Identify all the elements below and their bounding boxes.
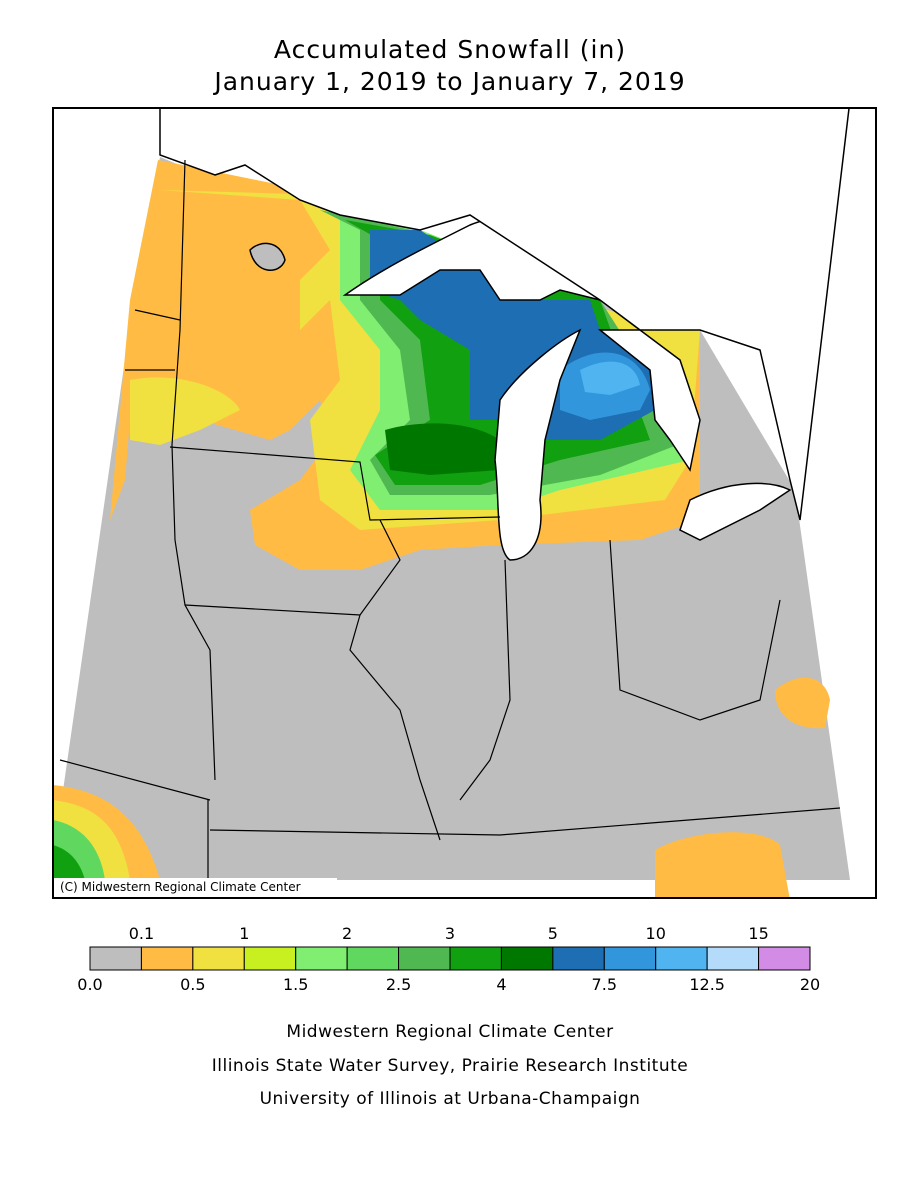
map: (C) Midwestern Regional Climate Center — [52, 107, 877, 899]
legend-swatch — [706, 946, 760, 971]
subtitle: January 1, 2019 to January 7, 2019 — [212, 67, 685, 96]
snow-band-orange — [775, 677, 830, 729]
title: Accumulated Snowfall (in) — [274, 35, 626, 64]
canada — [159, 108, 850, 521]
footer-line: Midwestern Regional Climate Center — [286, 1022, 613, 1042]
snow-band-darkgreen — [385, 423, 500, 475]
legend-swatch — [398, 946, 451, 971]
legend-swatch — [192, 946, 245, 971]
legend-label: 1.5 — [283, 975, 308, 994]
legend-label: 7.5 — [592, 975, 617, 994]
legend: 0.0 0.1 0.5 1 1.5 2 2.5 3 4 5 7.5 10 12.5 15 20 — [77, 924, 820, 994]
legend-label: 20 — [800, 975, 820, 994]
snow-band-lightblue — [580, 361, 640, 395]
legend-swatch — [140, 946, 194, 971]
legend-swatch — [346, 946, 400, 971]
snow-band-orange — [655, 832, 790, 898]
legend-label: 5 — [548, 924, 558, 943]
legend-swatch — [89, 946, 142, 971]
legend-label: 15 — [748, 924, 768, 943]
legend-swatch — [655, 946, 708, 971]
legend-swatch — [295, 946, 348, 971]
map-frame — [52, 107, 877, 899]
state-borders — [59, 159, 841, 880]
legend-swatch — [603, 946, 657, 971]
legend-label: 2 — [342, 924, 352, 943]
legend-swatch — [500, 946, 554, 971]
legend-label: 0.1 — [129, 924, 154, 943]
credit: (C) Midwestern Regional Climate Center — [60, 880, 301, 894]
legend-label: 0.5 — [180, 975, 205, 994]
legend-label: 0.0 — [77, 975, 102, 994]
legend-label: 2.5 — [386, 975, 411, 994]
snow-band-yellow — [130, 377, 240, 445]
legend-label: 4 — [496, 975, 506, 994]
legend-label: 10 — [646, 924, 666, 943]
legend-swatch — [758, 946, 811, 971]
snow-band-darkgreen — [53, 845, 85, 880]
legend-label: 12.5 — [689, 975, 725, 994]
footer-line: Illinois State Water Survey, Prairie Res… — [212, 1056, 688, 1076]
legend-swatch — [449, 946, 502, 971]
credit-box — [54, 878, 337, 897]
legend-swatch — [552, 946, 605, 971]
legend-label: 3 — [445, 924, 455, 943]
legend-label: 1 — [239, 924, 249, 943]
legend-swatch — [243, 946, 297, 971]
footer-line: University of Illinois at Urbana-Champai… — [260, 1089, 641, 1109]
